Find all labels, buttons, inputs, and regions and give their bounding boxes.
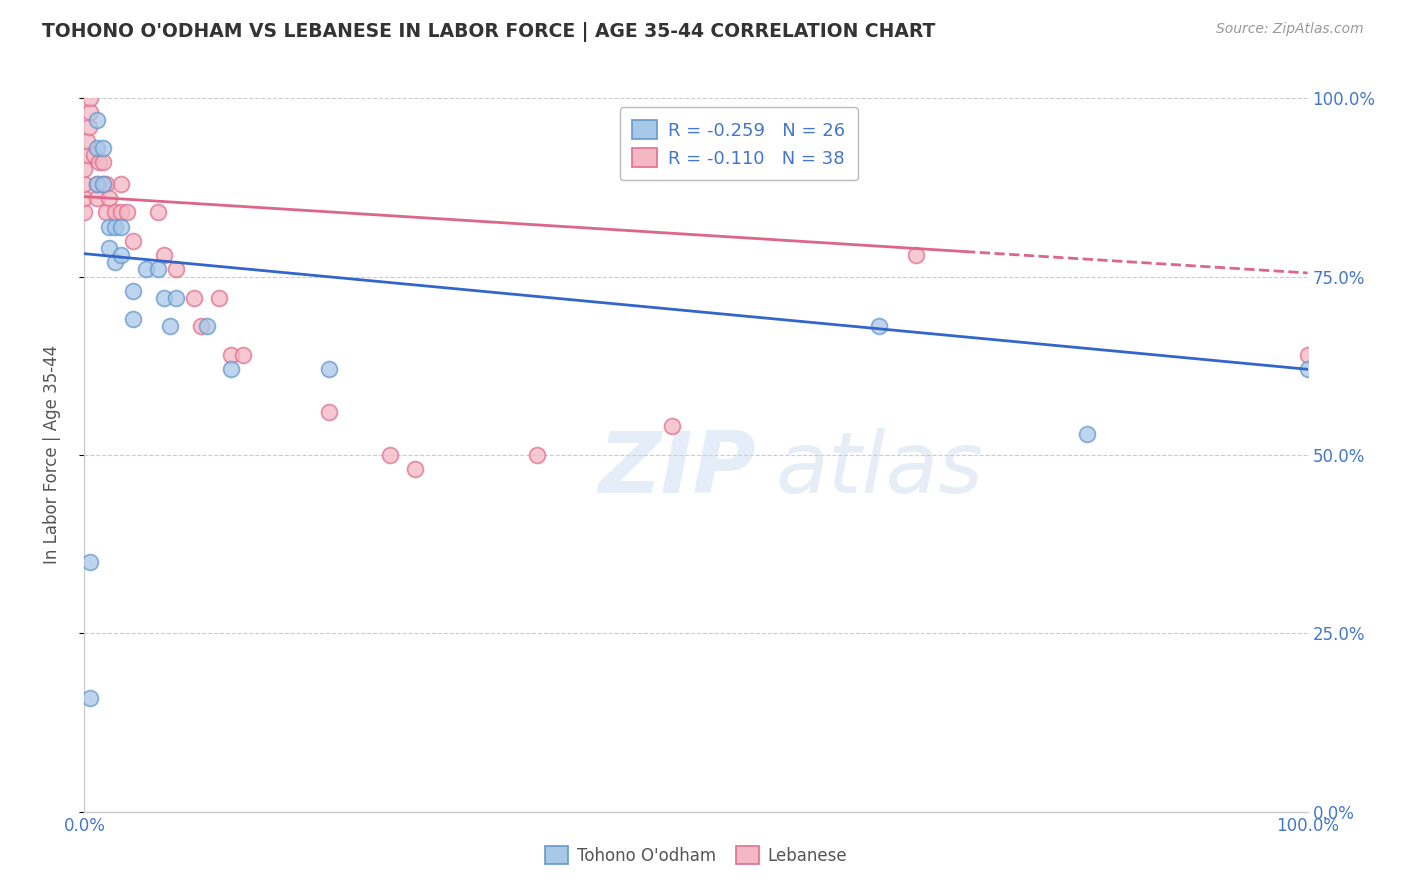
Y-axis label: In Labor Force | Age 35-44: In Labor Force | Age 35-44 [42, 345, 60, 565]
Point [146, 205, 169, 219]
Point [91, 177, 114, 191]
Point [146, 262, 169, 277]
Point [97, 191, 120, 205]
Point [110, 248, 132, 262]
Point [79, 105, 101, 120]
Point [1296, 348, 1319, 362]
Legend: Tohono O'odham, Lebanese: Tohono O'odham, Lebanese [534, 836, 858, 875]
Point [380, 448, 402, 462]
Point [73, 205, 96, 219]
Point [153, 248, 176, 262]
Point [86, 177, 108, 191]
Point [661, 419, 683, 434]
Point [91, 155, 114, 169]
Point [183, 291, 205, 305]
Point [79, 690, 101, 705]
Text: TOHONO O'ODHAM VS LEBANESE IN LABOR FORCE | AGE 35-44 CORRELATION CHART: TOHONO O'ODHAM VS LEBANESE IN LABOR FORC… [42, 22, 935, 42]
Point [1296, 362, 1319, 376]
Point [97, 219, 120, 234]
Point [79, 555, 101, 569]
Point [122, 234, 145, 248]
Text: atlas: atlas [776, 427, 983, 511]
Point [232, 348, 254, 362]
Point [526, 448, 548, 462]
Text: ZIP: ZIP [598, 427, 756, 511]
Point [96, 177, 118, 191]
Point [318, 362, 340, 376]
Point [135, 262, 157, 277]
Point [86, 177, 108, 191]
Point [110, 205, 132, 219]
Point [318, 405, 340, 419]
Point [97, 241, 120, 255]
Point [190, 319, 212, 334]
Point [905, 248, 928, 262]
Point [73, 191, 96, 205]
Point [96, 205, 118, 219]
Point [869, 319, 891, 334]
Point [159, 319, 181, 334]
Point [76, 134, 98, 148]
Point [165, 262, 187, 277]
Point [219, 348, 242, 362]
Point [122, 312, 145, 326]
Point [195, 319, 218, 334]
Point [110, 219, 132, 234]
Point [110, 177, 132, 191]
Point [86, 141, 108, 155]
Point [104, 219, 127, 234]
Point [86, 112, 108, 127]
Point [104, 255, 127, 269]
Point [77, 120, 100, 134]
Point [91, 141, 114, 155]
Point [122, 284, 145, 298]
Point [86, 191, 108, 205]
Point [87, 155, 110, 169]
Point [83, 148, 105, 162]
Point [76, 148, 98, 162]
Text: Source: ZipAtlas.com: Source: ZipAtlas.com [1216, 22, 1364, 37]
Point [219, 362, 242, 376]
Point [165, 291, 187, 305]
Point [115, 205, 138, 219]
Point [79, 91, 101, 105]
Point [73, 162, 96, 177]
Point [153, 291, 176, 305]
Point [1076, 426, 1098, 441]
Point [208, 291, 231, 305]
Point [404, 462, 426, 476]
Point [73, 177, 96, 191]
Point [104, 205, 127, 219]
Point [91, 177, 114, 191]
